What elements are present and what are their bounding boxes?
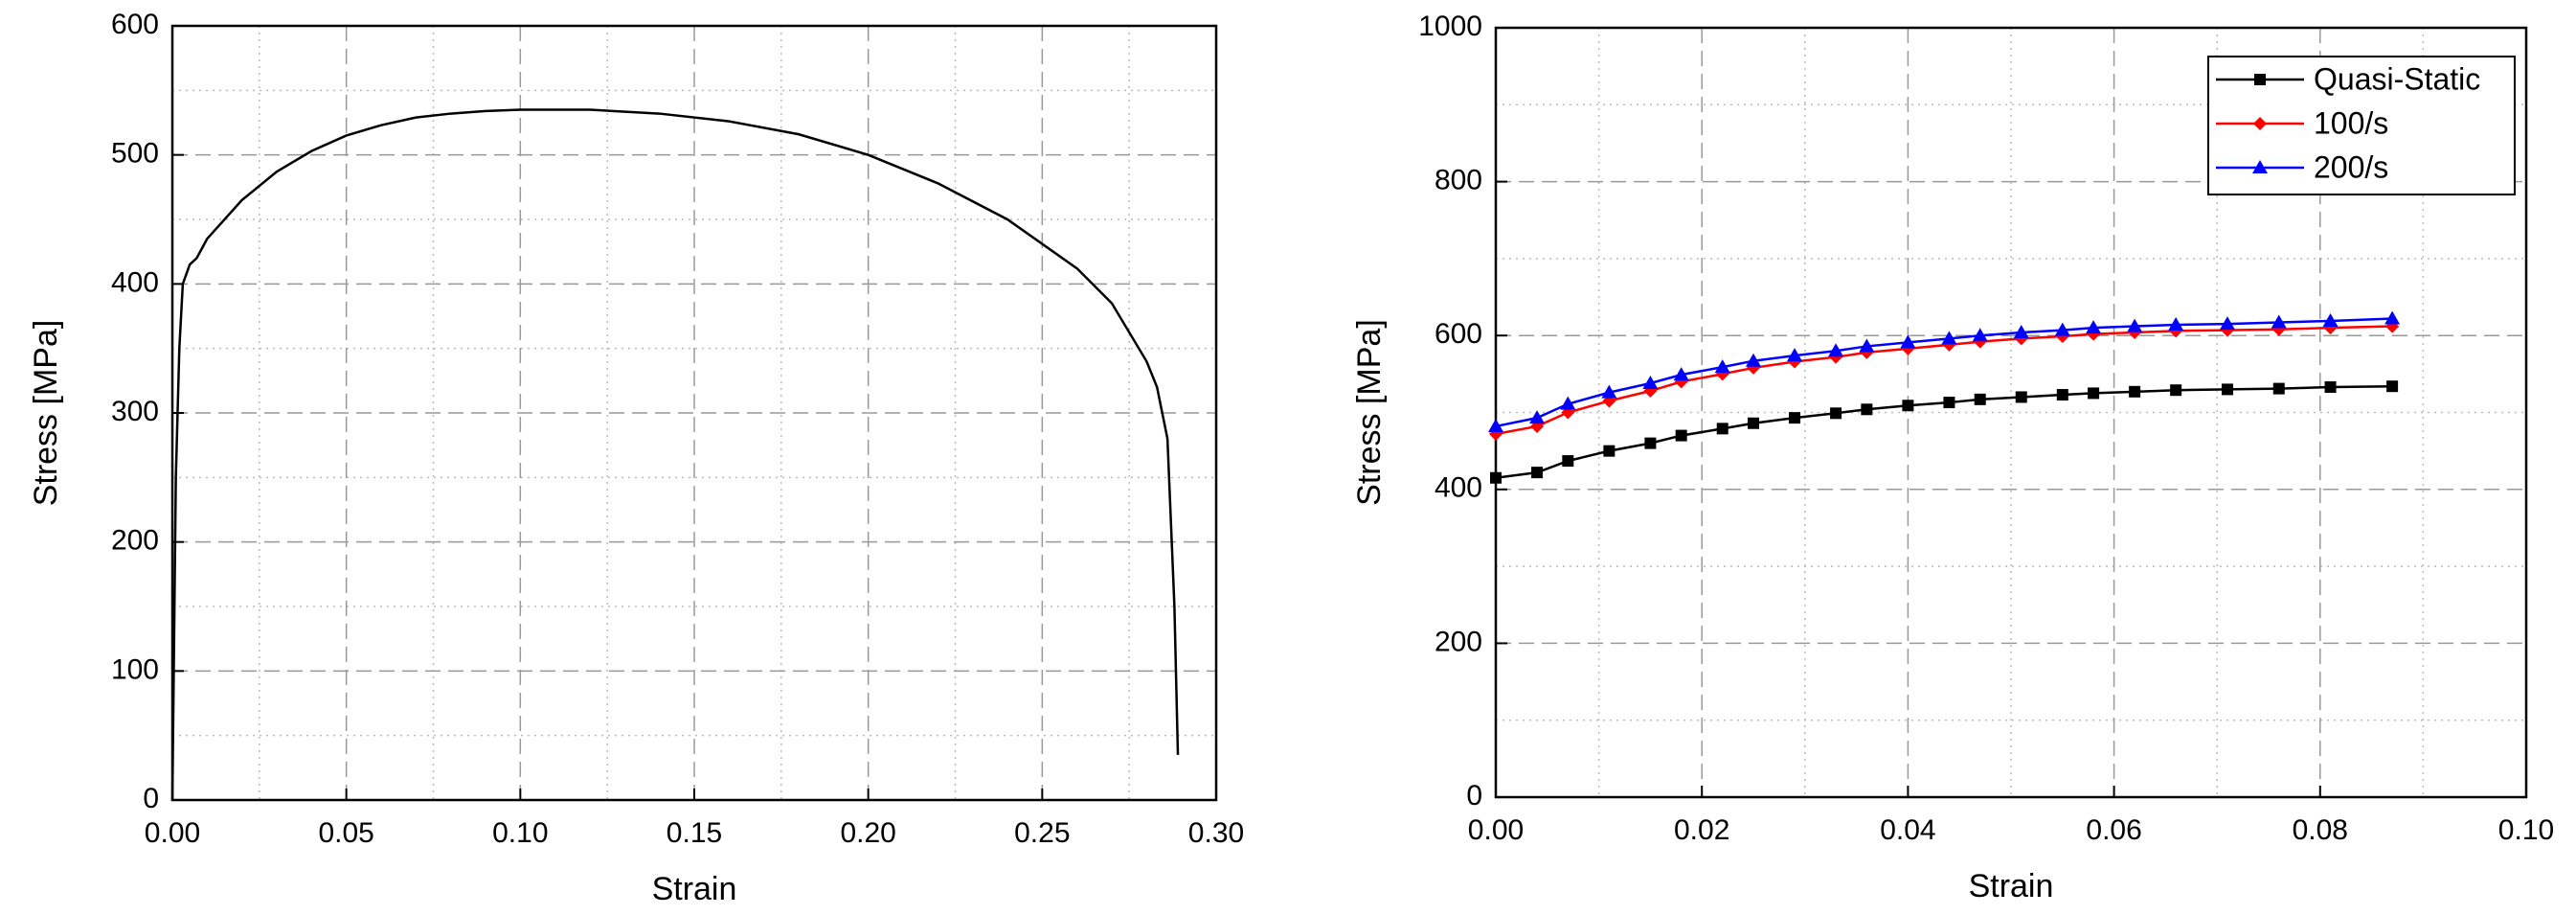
x-tick-label: 0.05 xyxy=(318,817,373,849)
marker xyxy=(1642,375,1659,389)
marker xyxy=(1714,359,1730,374)
marker xyxy=(2254,74,2266,85)
y-tick-label: 0 xyxy=(143,783,159,814)
marker xyxy=(1859,338,1875,353)
x-tick-label: 0.00 xyxy=(145,817,200,849)
marker xyxy=(1490,471,1502,484)
marker xyxy=(1746,353,1761,367)
y-tick-label: 500 xyxy=(111,138,159,170)
marker xyxy=(2015,391,2027,403)
x-tick-label: 0.30 xyxy=(1188,817,1244,849)
x-axis-label: Strain xyxy=(652,871,737,907)
legend-label: 200/s xyxy=(2314,149,2388,184)
marker xyxy=(2056,389,2068,401)
x-axis-label: Strain xyxy=(1969,868,2054,904)
marker xyxy=(1603,445,1616,457)
marker xyxy=(1748,417,1759,429)
marker xyxy=(1974,393,1986,405)
marker xyxy=(1902,400,1914,412)
x-tick-label: 0.10 xyxy=(2498,814,2554,846)
y-axis-label: Stress [MPa] xyxy=(1351,319,1388,506)
marker xyxy=(1900,334,1916,349)
marker xyxy=(1673,367,1689,381)
marker xyxy=(2271,314,2287,329)
marker xyxy=(2219,316,2235,331)
y-tick-label: 1000 xyxy=(1418,11,1482,42)
marker xyxy=(2168,316,2184,331)
plot-frame xyxy=(170,24,1218,802)
marker xyxy=(2127,318,2143,332)
y-tick-label: 300 xyxy=(111,396,159,427)
marker xyxy=(2013,324,2029,338)
marker xyxy=(1787,348,1803,362)
marker xyxy=(1716,423,1729,435)
x-tick-label: 0.06 xyxy=(2086,814,2141,846)
marker xyxy=(2386,380,2399,393)
y-tick-label: 100 xyxy=(111,653,159,685)
marker xyxy=(2324,381,2337,394)
marker xyxy=(2170,384,2182,397)
y-tick-label: 400 xyxy=(1435,472,1482,504)
y-tick-label: 0 xyxy=(1466,780,1482,812)
x-tick-label: 0.15 xyxy=(667,817,722,849)
marker xyxy=(1560,396,1576,410)
marker xyxy=(2253,117,2267,130)
x-tick-label: 0.00 xyxy=(1468,814,1524,846)
x-tick-label: 0.20 xyxy=(840,817,895,849)
legend-label: 100/s xyxy=(2314,105,2388,140)
marker xyxy=(1531,467,1544,479)
x-tick-label: 0.25 xyxy=(1014,817,1070,849)
marker xyxy=(2129,385,2141,398)
marker xyxy=(1789,412,1801,424)
marker xyxy=(2384,310,2401,325)
legend-label: Quasi-Static xyxy=(2314,61,2480,96)
y-tick-label: 200 xyxy=(111,525,159,557)
marker xyxy=(2054,322,2070,336)
marker xyxy=(2088,387,2100,400)
marker xyxy=(1488,418,1503,432)
series-line xyxy=(1495,317,2393,428)
x-tick-label: 0.02 xyxy=(1674,814,1729,846)
marker xyxy=(1972,328,1988,342)
marker xyxy=(1675,429,1687,442)
y-tick-label: 800 xyxy=(1435,165,1482,196)
x-tick-label: 0.08 xyxy=(2293,814,2348,846)
marker xyxy=(1861,403,1873,416)
y-tick-label: 600 xyxy=(1435,318,1482,350)
y-tick-label: 400 xyxy=(111,266,159,298)
marker xyxy=(2272,382,2285,395)
x-tick-label: 0.04 xyxy=(1880,814,1935,846)
y-tick-label: 200 xyxy=(1435,626,1482,657)
y-axis-label: Stress [MPa] xyxy=(28,320,64,507)
marker xyxy=(1601,384,1617,399)
marker xyxy=(1941,331,1957,345)
marker xyxy=(1828,343,1844,357)
marker xyxy=(2221,383,2233,396)
marker xyxy=(1644,437,1657,449)
marker xyxy=(1562,455,1574,468)
plot-frame xyxy=(1494,26,2528,799)
marker xyxy=(1529,410,1546,424)
series-line xyxy=(170,108,1180,801)
marker xyxy=(2322,312,2339,327)
marker xyxy=(2086,320,2102,334)
marker xyxy=(1830,407,1842,420)
marker xyxy=(2252,160,2268,173)
marker xyxy=(1943,397,1955,409)
y-tick-label: 600 xyxy=(111,9,159,40)
x-tick-label: 0.10 xyxy=(492,817,548,849)
